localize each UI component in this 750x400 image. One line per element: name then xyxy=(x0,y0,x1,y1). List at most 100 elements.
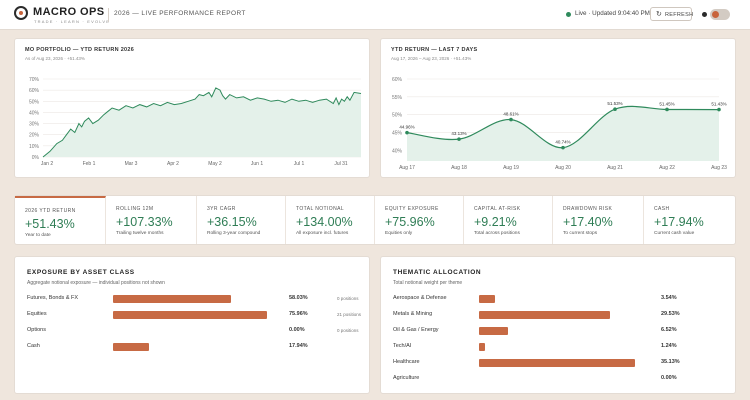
refresh-button[interactable]: ↻ REFRESH xyxy=(650,7,693,21)
data-point xyxy=(561,145,565,150)
y-tick-label: 50% xyxy=(29,99,40,105)
row-percent: 29.53% xyxy=(661,311,680,317)
data-point xyxy=(613,107,617,111)
ytd-chart[interactable]: 0% 10% 20% 30% 40% 50% 60% 70% Jan 2 Feb 1 Mar 3 Ap… xyxy=(15,39,371,179)
exposure-panel: EXPOSURE BY ASSET CLASS Aggregate notion… xyxy=(14,256,370,394)
data-point xyxy=(457,137,461,141)
row-name: Healthcare xyxy=(393,359,420,365)
data-label: 44.96% xyxy=(399,125,414,130)
thematic-row: Oil & Gas / Energy 6.52% xyxy=(393,326,723,336)
y-tick-label: 10% xyxy=(29,144,40,150)
bar-track xyxy=(479,311,655,319)
week-chart[interactable]: 40% 45% 50% 55% 60% Aug 17 Aug 18 Aug 19 Aug 20 A… xyxy=(381,39,737,179)
y-tick-label: 30% xyxy=(29,122,40,128)
week-area xyxy=(407,106,719,161)
thematic-bar xyxy=(479,295,495,303)
row-percent: 1.24% xyxy=(661,343,677,349)
thematic-bar xyxy=(479,343,485,351)
stat-value: +17.40% xyxy=(563,215,613,229)
stat-value: +36.15% xyxy=(207,215,257,229)
row-percent: 35.13% xyxy=(661,359,680,365)
live-status-dot-icon xyxy=(566,12,571,17)
x-tick-label: Apr 2 xyxy=(167,161,179,167)
report-title: 2026 — LIVE PERFORMANCE REPORT xyxy=(114,10,246,17)
row-name: Cash xyxy=(27,343,40,349)
row-name: Oil & Gas / Energy xyxy=(393,327,439,333)
week-chart-card: YTD RETURN — LAST 7 DAYS Aug 17, 2026 – … xyxy=(380,38,736,178)
bar-track xyxy=(479,327,655,335)
thematic-row: Aerospace & Defense 3.54% xyxy=(393,294,723,304)
y-tick-label: 45% xyxy=(392,130,403,136)
exposure-title: EXPOSURE BY ASSET CLASS xyxy=(27,269,135,276)
x-tick-label: Aug 23 xyxy=(711,165,727,171)
stat-sublabel: Rolling 3-year compound xyxy=(207,231,261,236)
y-tick-label: 40% xyxy=(29,110,40,116)
ytd-chart-title: MO PORTFOLIO — YTD RETURN 2026 xyxy=(25,47,135,53)
row-name: Tech/AI xyxy=(393,343,412,349)
bar-track xyxy=(479,295,655,303)
exposure-subtitle: Aggregate notional exposure — individual… xyxy=(27,280,165,286)
ytd-area xyxy=(43,87,361,157)
exposure-bar xyxy=(113,311,267,319)
bar-track xyxy=(113,295,283,303)
data-point xyxy=(665,107,669,112)
ytd-series-line xyxy=(42,87,362,158)
stat-label: 3YR CAGR xyxy=(207,206,236,212)
stat-drawdown-risk: DRAWDOWN RISK +17.40% To current stops xyxy=(553,196,644,244)
stat-label: DRAWDOWN RISK xyxy=(563,206,613,212)
thematic-row: Metals & Mining 29.53% xyxy=(393,310,723,320)
x-tick-label: May 2 xyxy=(208,161,222,167)
theme-indicator-dot-icon xyxy=(702,12,707,17)
x-tick-label: Jul 31 xyxy=(334,161,348,167)
data-label: 51.53% xyxy=(607,101,622,106)
theme-toggle[interactable] xyxy=(710,9,730,20)
stat-ytd-return: 2026 YTD RETURN +51.43% Year to date xyxy=(15,196,106,244)
live-status-text: Live · Updated 9:04:40 PM xyxy=(575,10,650,17)
stat-label: CAPITAL AT-RISK xyxy=(474,206,521,212)
y-tick-label: 70% xyxy=(29,77,40,83)
data-point xyxy=(717,107,721,112)
data-point xyxy=(405,130,409,135)
row-percent: 0.00% xyxy=(661,375,677,381)
x-tick-label: Jun 1 xyxy=(251,161,263,167)
stat-capital-at-risk: CAPITAL AT-RISK +9.21% Total across posi… xyxy=(464,196,553,244)
y-tick-label: 0% xyxy=(32,155,40,161)
top-header: MACRO OPS TRADE · LEARN · EVOLVE 2026 — … xyxy=(0,0,750,30)
data-point xyxy=(509,117,513,122)
data-label: 48.61% xyxy=(503,112,518,117)
stat-label: 2026 YTD RETURN xyxy=(25,208,76,214)
x-tick-label: Aug 18 xyxy=(451,165,467,171)
row-positions: 21 positions xyxy=(337,311,362,317)
stat-value: +134.00% xyxy=(296,215,353,229)
stats-strip: 2026 YTD RETURN +51.43% Year to date ROL… xyxy=(14,195,736,245)
stat-sublabel: Trailing twelve months xyxy=(116,231,164,236)
data-label: 43.13% xyxy=(451,131,466,136)
bar-track xyxy=(479,359,655,367)
thematic-row: Healthcare 35.13% xyxy=(393,358,723,368)
data-label: 40.74% xyxy=(555,140,570,145)
stat-sublabel: Year to date xyxy=(25,233,51,238)
thematic-bar xyxy=(479,327,509,335)
stat-value: +9.21% xyxy=(474,215,517,229)
header-divider xyxy=(108,8,109,22)
thematic-subtitle: Total notional weight per theme xyxy=(393,280,463,286)
y-tick-label: 55% xyxy=(392,95,403,101)
row-name: Futures, Bonds & FX xyxy=(27,295,79,301)
refresh-icon: ↻ xyxy=(656,11,662,18)
logo-mark-icon xyxy=(14,6,28,20)
bar-track xyxy=(479,375,655,383)
thematic-title: THEMATIC ALLOCATION xyxy=(393,269,482,276)
thematic-row: Agriculture 0.00% xyxy=(393,374,723,384)
thematic-panel: THEMATIC ALLOCATION Total notional weigh… xyxy=(380,256,736,394)
thematic-bar xyxy=(479,359,636,367)
stat-label: EQUITY EXPOSURE xyxy=(385,206,439,212)
data-label: 51.43% xyxy=(711,102,726,107)
row-name: Options xyxy=(27,327,46,333)
exposure-row: Cash 17.94% xyxy=(27,342,357,352)
ytd-chart-subtitle: As of Aug 23, 2026 · +51.43% xyxy=(25,56,85,61)
data-label: 51.45% xyxy=(659,101,674,106)
exposure-row: Equities 75.96% 21 positions xyxy=(27,310,361,320)
week-chart-subtitle: Aug 17, 2026 – Aug 23, 2026 · +51.43% xyxy=(391,56,472,61)
thematic-bar xyxy=(479,311,611,319)
row-positions: 0 positions xyxy=(337,327,359,333)
